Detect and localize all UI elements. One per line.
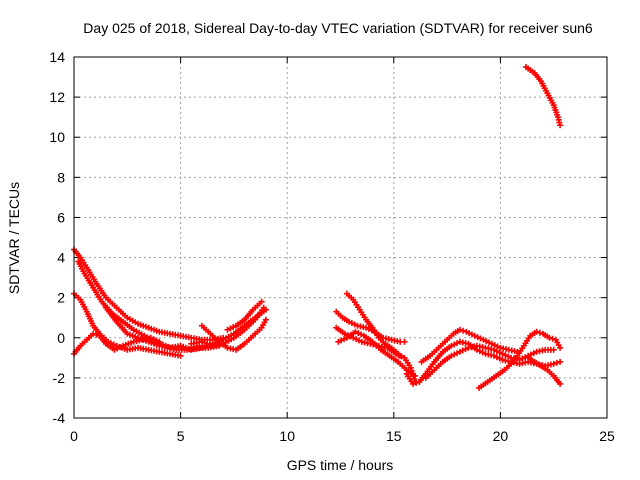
data-point xyxy=(460,327,467,334)
y-tick-label: 2 xyxy=(57,290,65,306)
y-tick-label: -2 xyxy=(53,370,66,386)
x-tick-label: 5 xyxy=(177,428,185,444)
data-point xyxy=(397,352,404,359)
data-point xyxy=(409,380,416,387)
tick-labels: 0 5 10 15 20 25 -4 -2 0 2 4 6 8 10 12 14 xyxy=(49,49,615,444)
data-point xyxy=(258,298,265,305)
y-tick-label: 10 xyxy=(49,129,65,145)
y-tick-label: 0 xyxy=(57,330,65,346)
chart-title: Day 025 of 2018, Sidereal Day-to-day VTE… xyxy=(83,20,593,36)
data-point xyxy=(407,364,414,371)
data-point xyxy=(260,304,267,311)
y-tick-label: 14 xyxy=(49,49,65,65)
data-point xyxy=(413,379,420,386)
y-tick-label: 12 xyxy=(49,89,65,105)
data-point xyxy=(557,380,564,387)
x-tick-label: 25 xyxy=(599,428,615,444)
data-point xyxy=(557,344,564,351)
data-point xyxy=(262,316,269,323)
data-point xyxy=(536,329,543,336)
y-tick-label: 6 xyxy=(57,209,65,225)
x-axis-label: GPS time / hours xyxy=(287,457,394,473)
data-point xyxy=(401,338,408,345)
plot-frame xyxy=(73,56,608,419)
x-tick-label: 15 xyxy=(386,428,402,444)
x-tick-label: 0 xyxy=(70,428,78,444)
x-tick-label: 20 xyxy=(493,428,509,444)
data-point xyxy=(550,346,557,353)
y-tick-label: 8 xyxy=(57,169,65,185)
data-point xyxy=(550,360,557,367)
data-point xyxy=(456,326,463,333)
data-point xyxy=(549,335,556,342)
data-point xyxy=(90,330,97,337)
data-point xyxy=(546,334,553,341)
data-point xyxy=(553,359,560,366)
grid xyxy=(74,57,607,418)
y-tick-label: 4 xyxy=(57,250,65,266)
data-point xyxy=(557,358,564,365)
y-tick-label: -4 xyxy=(53,410,66,426)
data-point xyxy=(177,352,184,359)
data-point xyxy=(557,122,564,129)
y-axis-label: SDTVAR / TECUs xyxy=(6,182,22,294)
axis-ticks xyxy=(73,56,608,419)
x-tick-label: 10 xyxy=(279,428,295,444)
data-points xyxy=(71,64,564,391)
data-point xyxy=(533,328,540,335)
data-point xyxy=(93,331,100,338)
data-point xyxy=(412,372,419,379)
